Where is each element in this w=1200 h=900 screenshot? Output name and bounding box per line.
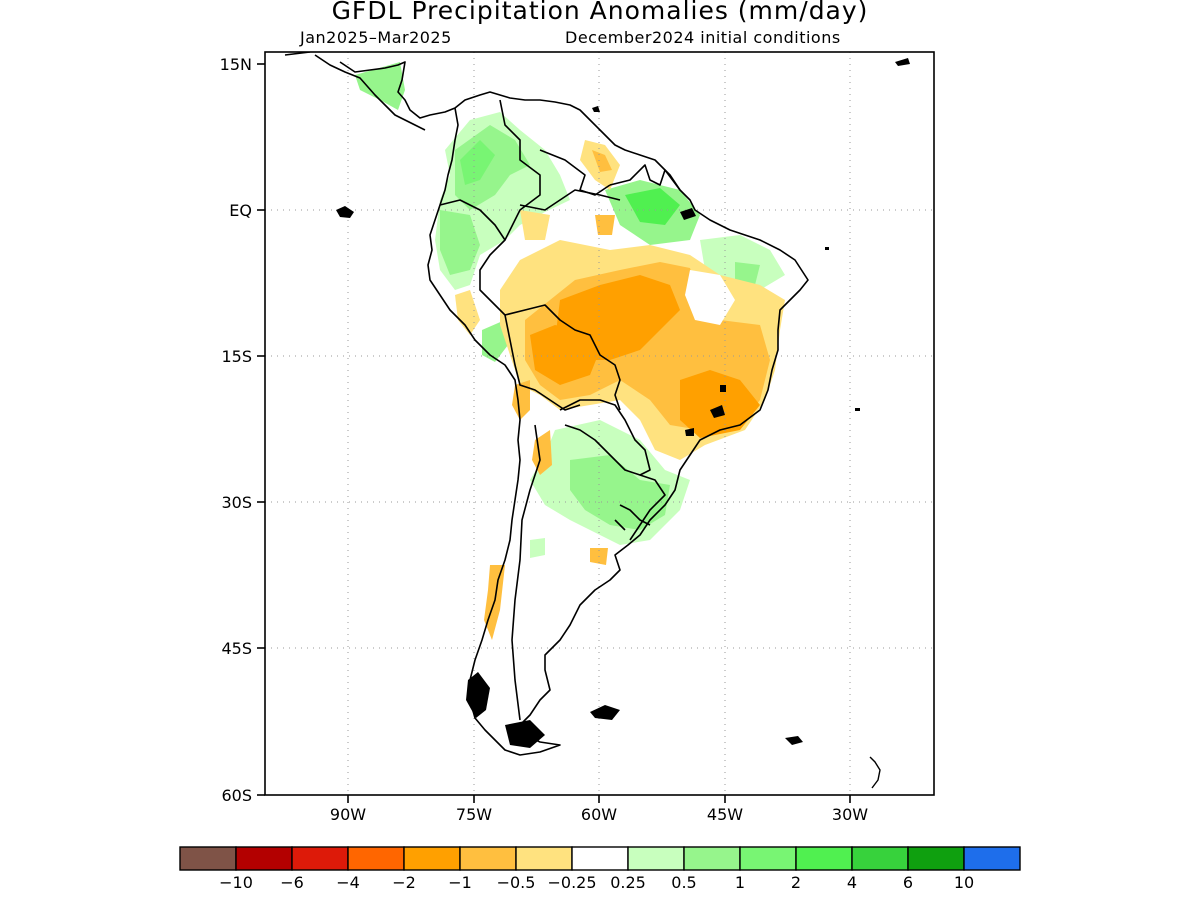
island-sandwich	[869, 756, 881, 789]
border-amazon-north	[519, 189, 621, 211]
colorbar-box	[683, 846, 741, 871]
anomaly-patch-peru-dry	[455, 290, 480, 335]
colorbar-label: −0.25	[547, 873, 596, 892]
lat-label-45s: 45S	[221, 639, 252, 658]
border-colombia-venezuela	[499, 99, 541, 241]
colorbar-box	[963, 846, 1021, 871]
island-marajo	[680, 208, 696, 220]
colorbar-label: 2	[791, 873, 801, 892]
colorbar-box	[851, 846, 909, 871]
anomaly-patch-venezuela-dry-core	[592, 150, 612, 172]
initial-conditions: December2024 initial conditions	[565, 28, 841, 47]
island-trindade	[855, 408, 860, 411]
anomaly-patch-bolivia	[482, 320, 508, 362]
anomaly-patch-amazon-dry	[520, 210, 550, 240]
island-south-georgia	[785, 736, 803, 745]
colorbar-box	[235, 846, 293, 871]
anomaly-patch-matogrosso	[530, 325, 600, 385]
colorbar-box	[515, 846, 573, 871]
colorbar-box	[403, 846, 461, 871]
island-tierra-del-fuego	[505, 720, 545, 748]
colorbar-box	[347, 846, 405, 871]
colorbar-label: 10	[954, 873, 974, 892]
island-lake-brazil-3	[685, 428, 694, 436]
island-lakes-brazil	[710, 405, 725, 418]
anomaly-patch-amazon-wet-break	[685, 270, 735, 325]
coastline-south-america	[427, 91, 809, 756]
anomaly-patch-amazon-small-dry	[595, 215, 615, 235]
lon-label-60w: 60W	[581, 805, 617, 824]
border-argentina-chile	[511, 424, 541, 721]
island-fernando	[825, 247, 829, 250]
border-ecuador-peru	[439, 199, 506, 316]
colorbar: −10 −6 −4 −2 −1 −0.5 −0.25 0.25 0.5 1 2 4 6 10	[179, 846, 1021, 892]
island-chile-archipelago	[466, 672, 490, 718]
island-galapagos	[336, 206, 354, 218]
colorbar-box	[739, 846, 797, 871]
island-trinidad	[592, 106, 600, 112]
border-venezuela-guyana	[539, 149, 611, 196]
latitude-axis	[257, 63, 265, 796]
anomaly-patch-central-america	[355, 62, 405, 110]
lon-label-75w: 75W	[456, 805, 492, 824]
map-title: GFDL Precipitation Anomalies (mm/day)	[331, 0, 869, 25]
colorbar-label: −1	[448, 873, 472, 892]
colorbar-label: −0.5	[497, 873, 536, 892]
anomaly-shading	[355, 62, 785, 640]
colorbar-label: −4	[336, 873, 360, 892]
colorbar-label: −10	[219, 873, 253, 892]
lat-label-60s: 60S	[221, 786, 252, 805]
anomaly-patch-guianas-core	[625, 188, 680, 225]
border-guianas	[609, 164, 681, 191]
colorbar-box	[179, 846, 237, 871]
island-lake-brazil-2	[720, 385, 726, 392]
coastlines	[284, 52, 809, 756]
lat-label-30s: 30S	[221, 493, 252, 512]
colorbar-label: 1	[735, 873, 745, 892]
colorbar-label: 6	[903, 873, 913, 892]
lon-label-30w: 30W	[832, 805, 868, 824]
island-falklands	[590, 705, 620, 720]
border-peru-bolivia-brazil	[504, 304, 621, 411]
lat-label-eq: EQ	[229, 201, 252, 220]
border-uruguay	[614, 504, 651, 531]
colorbar-label: 0.25	[610, 873, 646, 892]
colorbar-label: 0.5	[671, 873, 696, 892]
longitude-axis	[347, 795, 851, 803]
islands	[336, 58, 910, 748]
anomaly-patch-peru-coast	[440, 210, 480, 275]
island-atlantic-ne	[895, 58, 910, 66]
forecast-period: Jan2025–Mar2025	[300, 28, 452, 47]
colorbar-label: 4	[847, 873, 857, 892]
colorbar-box	[571, 846, 629, 871]
lon-label-45w: 45W	[707, 805, 743, 824]
border-paraguay	[559, 399, 651, 476]
lat-label-15s: 15S	[221, 347, 252, 366]
colorbar-label: −6	[280, 873, 304, 892]
anomaly-patch-northeast-core	[735, 262, 760, 285]
colorbar-box	[459, 846, 517, 871]
colorbar-box	[907, 846, 965, 871]
lon-label-90w: 90W	[330, 805, 366, 824]
colorbar-box	[627, 846, 685, 871]
anomaly-patch-southeast-dry	[680, 370, 760, 438]
anomaly-patch-south-core	[570, 455, 670, 530]
colorbar-box	[291, 846, 349, 871]
colorbar-label: −2	[392, 873, 416, 892]
border-argentina-brazil	[629, 474, 666, 541]
colorbar-box	[795, 846, 853, 871]
anomaly-patch-patagonia	[530, 538, 545, 558]
anomaly-patch-colombia	[460, 140, 495, 185]
lat-label-15n: 15N	[220, 55, 252, 74]
